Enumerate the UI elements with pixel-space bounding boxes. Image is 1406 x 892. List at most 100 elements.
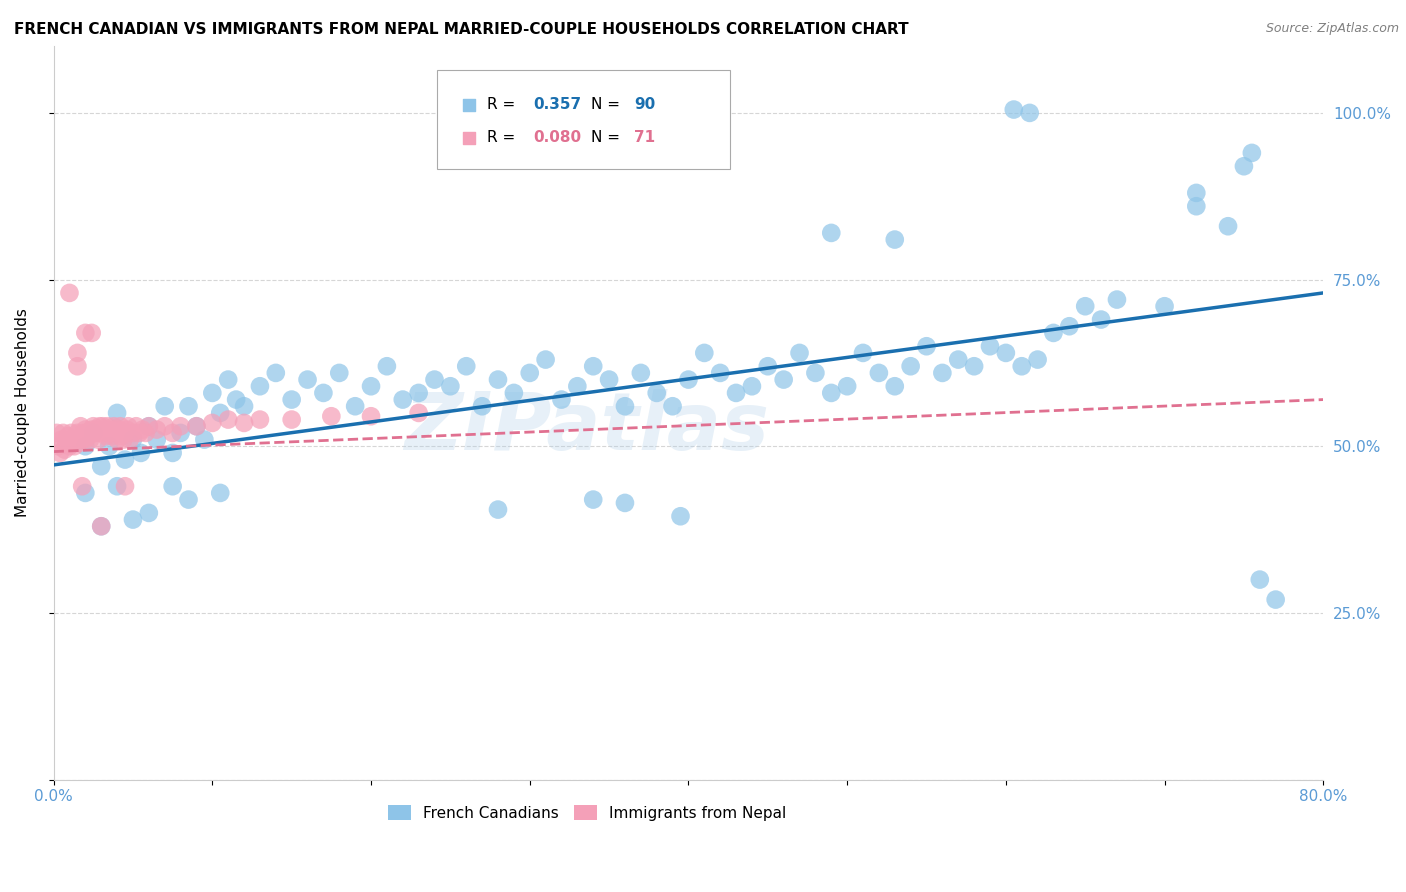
Point [217,412,239,426]
Point [63,439,86,453]
Point [915,339,938,353]
Point [90,425,112,440]
Point [1105,293,1128,307]
Point [70,433,93,447]
Point [122,425,145,440]
Point [89,419,111,434]
Point [582,492,605,507]
Point [153,399,176,413]
Point [75,439,97,453]
Point [52,425,75,440]
Point [169,419,191,434]
Point [76,425,98,440]
Point [87,433,110,447]
Point [58,439,80,453]
Point [110,419,132,434]
Point [645,385,668,400]
Point [51,433,73,447]
Point [344,399,367,413]
Point [1090,312,1112,326]
Point [1026,352,1049,367]
Point [105,433,128,447]
Point [138,419,160,434]
Point [900,359,922,374]
Text: 0.357: 0.357 [533,97,582,112]
Point [1042,326,1064,340]
Point [931,366,953,380]
Point [66,433,89,447]
Point [169,425,191,440]
Point [186,419,208,434]
Point [69,419,91,434]
Point [66,425,89,440]
Point [77,429,100,443]
Point [70,479,93,493]
Point [249,379,271,393]
Point [789,346,811,360]
Point [94,429,117,443]
Point [264,366,287,380]
Point [104,423,127,437]
Point [114,479,136,493]
Point [90,459,112,474]
Point [75,433,97,447]
Point [1153,299,1175,313]
Point [534,352,557,367]
Point [75,326,97,340]
Point [598,373,620,387]
Point [60,425,83,440]
Point [53,442,76,457]
Point [48,439,70,453]
Point [852,346,875,360]
Point [177,492,200,507]
Point [756,359,779,374]
Point [502,385,524,400]
Point [146,423,169,437]
Point [115,423,138,437]
Point [519,366,541,380]
Point [1240,145,1263,160]
Point [233,399,256,413]
Point [201,385,224,400]
Point [193,433,215,447]
Point [1011,359,1033,374]
Point [550,392,572,407]
Point [567,379,589,393]
Point [45,425,67,440]
Point [561,189,583,203]
Text: 71: 71 [634,130,655,145]
Point [49,446,72,460]
Point [582,359,605,374]
Point [91,419,114,434]
Point [661,399,683,413]
Point [90,519,112,533]
Point [1059,319,1081,334]
Point [103,419,125,434]
Point [1074,299,1097,313]
Point [1249,573,1271,587]
Text: N =: N = [591,97,624,112]
Point [82,425,104,440]
Point [66,359,89,374]
Point [122,433,145,447]
Point [80,423,103,437]
Point [55,436,77,450]
Point [93,423,115,437]
Point [391,392,413,407]
Point [107,423,129,437]
Point [73,425,96,440]
Y-axis label: Married-couple Households: Married-couple Households [15,309,30,517]
Point [111,429,134,443]
Text: R =: R = [486,97,520,112]
Point [328,366,350,380]
Point [86,425,108,440]
Point [772,373,794,387]
Point [128,425,150,440]
Point [868,366,890,380]
Point [613,496,636,510]
Point [321,409,343,424]
Point [1216,219,1239,234]
Point [114,452,136,467]
Point [883,379,905,393]
Text: FRENCH CANADIAN VS IMMIGRANTS FROM NEPAL MARRIED-COUPLE HOUSEHOLDS CORRELATION C: FRENCH CANADIAN VS IMMIGRANTS FROM NEPAL… [14,22,908,37]
